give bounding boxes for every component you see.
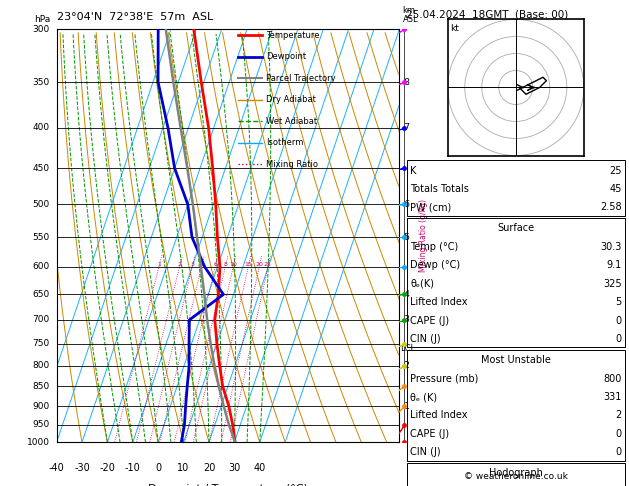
Text: 4: 4	[199, 262, 204, 267]
Text: -10: -10	[125, 463, 141, 473]
Text: 10: 10	[230, 262, 237, 267]
Text: CIN (J): CIN (J)	[410, 448, 441, 457]
Text: Isotherm: Isotherm	[265, 138, 303, 147]
Text: -20: -20	[99, 463, 115, 473]
Text: -40: -40	[48, 463, 65, 473]
Text: PW (cm): PW (cm)	[410, 203, 452, 212]
Text: Mixing Ratio: Mixing Ratio	[265, 160, 318, 169]
Text: Lifted Index: Lifted Index	[410, 411, 467, 420]
Text: 500: 500	[33, 200, 50, 209]
Text: Temp (°C): Temp (°C)	[410, 242, 459, 252]
Text: 25: 25	[609, 166, 621, 175]
Text: -7: -7	[401, 123, 410, 132]
Text: 0: 0	[155, 463, 161, 473]
Text: Wet Adiabat: Wet Adiabat	[265, 117, 317, 126]
Text: CAPE (J): CAPE (J)	[410, 316, 449, 326]
Text: 2: 2	[177, 262, 181, 267]
Text: 40: 40	[253, 463, 266, 473]
Text: © weatheronline.co.uk: © weatheronline.co.uk	[464, 472, 568, 481]
Text: 400: 400	[33, 123, 50, 132]
Text: -8: -8	[401, 78, 410, 87]
Text: θₑ (K): θₑ (K)	[410, 392, 437, 402]
Text: 850: 850	[33, 382, 50, 391]
Text: 30: 30	[228, 463, 240, 473]
Text: 700: 700	[33, 315, 50, 324]
Text: Most Unstable: Most Unstable	[481, 355, 551, 365]
Text: CIN (J): CIN (J)	[410, 334, 441, 344]
Text: Dewpoint / Temperature (°C): Dewpoint / Temperature (°C)	[148, 484, 308, 486]
Text: 30.3: 30.3	[600, 242, 621, 252]
Text: -30: -30	[74, 463, 90, 473]
Text: Parcel Trajectory: Parcel Trajectory	[265, 74, 335, 83]
Text: -5: -5	[401, 233, 410, 242]
Text: 8: 8	[223, 262, 227, 267]
Text: 300: 300	[33, 25, 50, 34]
Text: 3: 3	[190, 262, 194, 267]
Text: hPa: hPa	[34, 15, 50, 24]
Text: Pressure (mb): Pressure (mb)	[410, 374, 479, 383]
Text: K: K	[410, 166, 416, 175]
Text: 23°04'N  72°38'E  57m  ASL: 23°04'N 72°38'E 57m ASL	[57, 12, 213, 22]
Text: 20: 20	[203, 463, 215, 473]
Text: 2.58: 2.58	[600, 203, 621, 212]
Text: 325: 325	[603, 279, 621, 289]
Text: 5: 5	[615, 297, 621, 307]
Text: 0: 0	[615, 334, 621, 344]
Text: km
ASL: km ASL	[403, 6, 418, 24]
Text: -4: -4	[401, 290, 410, 299]
Text: 20: 20	[255, 262, 263, 267]
Text: 950: 950	[33, 420, 50, 429]
Text: 45: 45	[609, 184, 621, 194]
Text: Temperature: Temperature	[265, 31, 320, 40]
Text: 9.1: 9.1	[606, 260, 621, 270]
Text: 25.04.2024  18GMT  (Base: 00): 25.04.2024 18GMT (Base: 00)	[406, 10, 568, 20]
Text: kt: kt	[450, 23, 459, 33]
Text: CAPE (J): CAPE (J)	[410, 429, 449, 439]
Text: 0: 0	[615, 429, 621, 439]
Text: 6: 6	[213, 262, 217, 267]
Text: -1: -1	[401, 401, 410, 411]
Text: -2: -2	[401, 361, 410, 370]
Text: 15: 15	[244, 262, 252, 267]
Text: Dewpoint: Dewpoint	[265, 52, 306, 61]
Text: 600: 600	[33, 262, 50, 272]
Text: Dry Adiabat: Dry Adiabat	[265, 95, 316, 104]
Text: 800: 800	[33, 361, 50, 370]
Text: LCL: LCL	[400, 344, 415, 353]
Text: 900: 900	[33, 401, 50, 411]
Text: 2: 2	[615, 411, 621, 420]
Text: Surface: Surface	[497, 224, 535, 233]
Text: 350: 350	[33, 78, 50, 87]
Text: 450: 450	[33, 164, 50, 173]
Text: Lifted Index: Lifted Index	[410, 297, 467, 307]
Text: 331: 331	[603, 392, 621, 402]
Text: 10: 10	[177, 463, 190, 473]
Text: 25: 25	[264, 262, 272, 267]
Text: Totals Totals: Totals Totals	[410, 184, 469, 194]
Text: Dewp (°C): Dewp (°C)	[410, 260, 460, 270]
Text: 550: 550	[33, 233, 50, 242]
Text: θₑ(K): θₑ(K)	[410, 279, 434, 289]
Text: 650: 650	[33, 290, 50, 299]
Text: 800: 800	[603, 374, 621, 383]
Text: 750: 750	[33, 339, 50, 348]
Text: Mixing Ratio (g/kg): Mixing Ratio (g/kg)	[419, 199, 428, 272]
Text: -3: -3	[401, 315, 410, 324]
Text: -6: -6	[401, 200, 410, 209]
Text: 0: 0	[615, 316, 621, 326]
Text: 1: 1	[157, 262, 161, 267]
Text: 1000: 1000	[27, 438, 50, 447]
Text: Hodograph: Hodograph	[489, 469, 543, 478]
Text: 0: 0	[615, 448, 621, 457]
